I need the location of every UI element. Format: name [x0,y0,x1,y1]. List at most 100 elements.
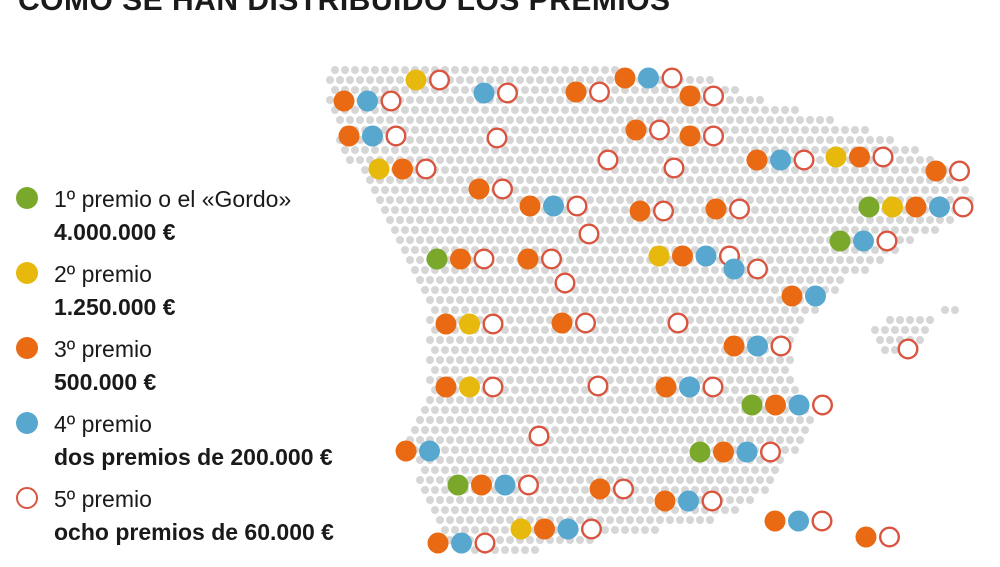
prize-marker-quinto [703,85,725,107]
map-dot [561,466,569,474]
map-dot [501,306,509,314]
map-dot [776,116,784,124]
map-dot [461,146,469,154]
map-dot [471,526,479,534]
map-dot [431,146,439,154]
map-dot [466,436,474,444]
map-dot [486,196,494,204]
map-dot [536,496,544,504]
map-dot [801,246,809,254]
map-dot [486,236,494,244]
map-dot [691,186,699,194]
map-dot [731,506,739,514]
map-dot [491,66,499,74]
map-dot [586,496,594,504]
map-dot [766,416,774,424]
map-dot [466,276,474,284]
map-dot [456,176,464,184]
prize-marker-primero [858,196,880,218]
prize-marker-cuarto [736,441,758,463]
map-dot [736,496,744,504]
map-dot [526,356,534,364]
map-dot [781,446,789,454]
prize-marker-quinto [575,312,597,334]
map-dot [731,466,739,474]
map-dot [691,466,699,474]
province-marker-group [723,258,769,280]
map-dot [476,336,484,344]
map-dot [701,266,709,274]
map-dot [511,106,519,114]
map-dot [596,196,604,204]
map-dot [611,106,619,114]
map-dot [381,186,389,194]
legend-amount-cuarto: dos premios de 200.000 € [54,444,333,470]
map-dot [671,406,679,414]
map-dot [751,326,759,334]
map-dot [646,196,654,204]
map-dot [561,446,569,454]
map-dot [676,216,684,224]
map-dot [606,476,614,484]
map-dot [551,126,559,134]
map-dot [421,66,429,74]
map-dot [501,226,509,234]
map-dot [521,166,529,174]
map-dot [576,296,584,304]
map-dot [516,276,524,284]
map-dot [771,186,779,194]
map-dot [716,236,724,244]
map-dot [841,166,849,174]
map-dot [446,396,454,404]
map-dot [606,136,614,144]
map-dot [611,406,619,414]
map-dot [566,376,574,384]
map-dot [491,266,499,274]
map-dot [856,216,864,224]
province-marker-group [825,146,894,168]
map-dot [566,76,574,84]
map-dot [591,366,599,374]
prize-marker-tercero [629,200,651,222]
map-dot [686,396,694,404]
province-marker-group [551,312,597,334]
map-dot [441,486,449,494]
map-dot [686,276,694,284]
prize-marker-quinto [653,200,675,222]
map-dot [761,226,769,234]
map-dot [611,226,619,234]
map-dot [561,366,569,374]
map-dot [651,326,659,334]
map-dot [741,426,749,434]
map-dot [506,296,514,304]
map-dot [731,286,739,294]
map-dot [666,296,674,304]
map-dot [606,496,614,504]
map-dot [376,196,384,204]
map-dot [811,226,819,234]
map-dot [756,376,764,384]
map-dot [641,366,649,374]
map-dot [601,466,609,474]
province-markers [333,67,974,554]
map-dot [701,146,709,154]
map-dot [466,356,474,364]
map-dot [556,496,564,504]
province-marker-group [654,490,723,512]
map-dot [506,456,514,464]
map-dot [621,246,629,254]
map-dot [821,166,829,174]
map-dot [476,276,484,284]
map-dot [941,186,949,194]
map-dot [726,96,734,104]
map-dot [426,276,434,284]
map-dot [666,416,674,424]
map-dot [436,416,444,424]
map-dot [451,526,459,534]
map-dot [426,196,434,204]
map-dot [546,416,554,424]
map-dot [361,66,369,74]
map-dot [691,106,699,114]
map-dot [746,216,754,224]
map-dot [616,256,624,264]
